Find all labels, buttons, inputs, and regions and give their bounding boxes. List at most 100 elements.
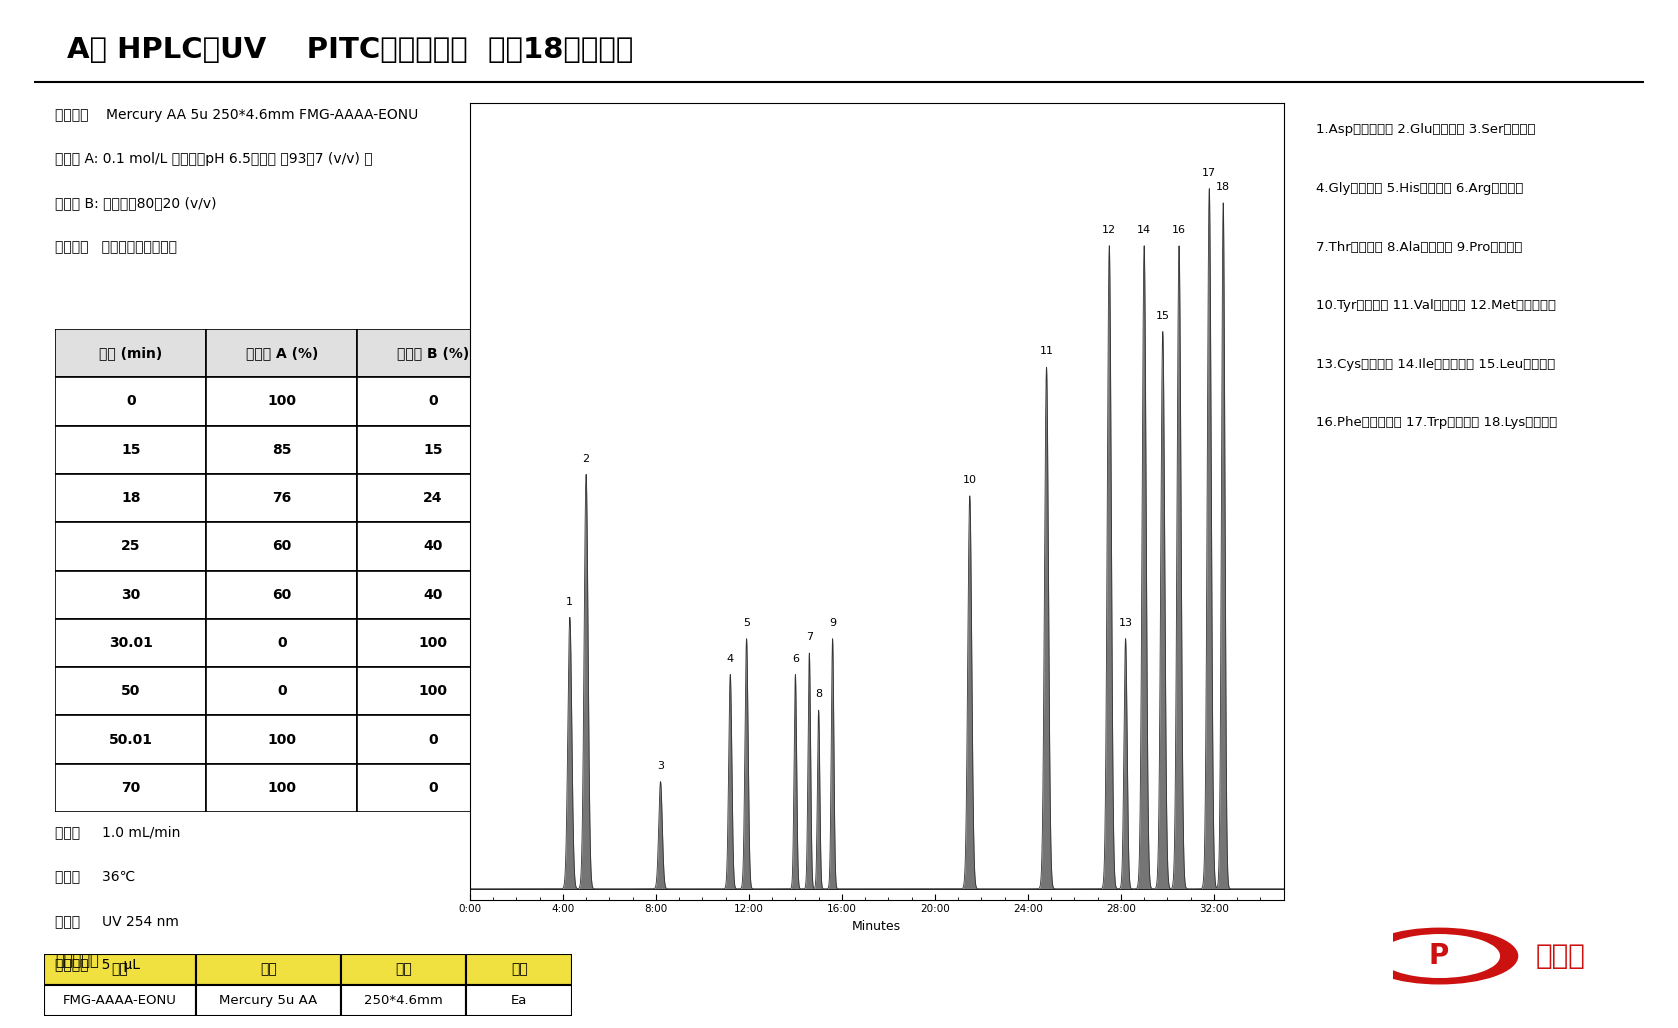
Circle shape <box>1361 928 1517 984</box>
Text: 色谱柱：    Mercury AA 5u 250*4.6mm FMG-AAAA-EONU: 色谱柱： Mercury AA 5u 250*4.6mm FMG-AAAA-EO… <box>55 108 418 122</box>
Text: 60: 60 <box>272 540 292 553</box>
Bar <box>55 474 206 522</box>
Text: 货号: 货号 <box>111 962 128 977</box>
Text: 4: 4 <box>727 654 733 664</box>
Bar <box>357 329 508 377</box>
Text: 规格: 规格 <box>396 962 413 977</box>
Bar <box>55 522 206 571</box>
Text: 100: 100 <box>267 395 297 408</box>
X-axis label: Minutes: Minutes <box>852 920 901 933</box>
Text: 100: 100 <box>267 733 297 746</box>
Text: 流动相：   如下面梯度图所示。: 流动相： 如下面梯度图所示。 <box>55 241 178 255</box>
Bar <box>196 954 341 985</box>
Text: P: P <box>1428 942 1448 970</box>
Text: 100: 100 <box>418 685 448 698</box>
Text: 1.Asp，天冬氨酸 2.Glu，谷氨酸 3.Ser，丝氨酸: 1.Asp，天冬氨酸 2.Glu，谷氨酸 3.Ser，丝氨酸 <box>1316 123 1535 137</box>
Text: 17: 17 <box>1201 168 1217 178</box>
Bar <box>44 985 196 1016</box>
Text: 0: 0 <box>126 395 136 408</box>
Bar <box>357 715 508 764</box>
Bar <box>466 954 572 985</box>
Text: Ea: Ea <box>512 994 527 1006</box>
Bar <box>357 377 508 426</box>
Text: 76: 76 <box>272 491 292 505</box>
Text: 14: 14 <box>1138 225 1151 235</box>
Bar <box>55 329 206 377</box>
Text: 流动相 A (%): 流动相 A (%) <box>245 346 319 360</box>
Text: 4.Gly，甘氨酸 5.His，组氨酸 6.Arg，精氨酸: 4.Gly，甘氨酸 5.His，组氨酸 6.Arg，精氨酸 <box>1316 182 1524 195</box>
Bar <box>357 764 508 812</box>
Text: 70: 70 <box>121 781 141 795</box>
Text: 11: 11 <box>1039 346 1054 357</box>
Text: 3: 3 <box>658 761 664 771</box>
Text: 30: 30 <box>121 588 141 601</box>
Bar <box>44 954 196 985</box>
Bar <box>196 985 341 1016</box>
Text: 进样量：   5   μL: 进样量： 5 μL <box>55 958 141 972</box>
Bar <box>206 571 357 619</box>
Bar <box>55 571 206 619</box>
Bar <box>341 985 466 1016</box>
Text: 0: 0 <box>428 733 438 746</box>
Text: 0: 0 <box>277 636 287 650</box>
Bar <box>206 667 357 715</box>
Bar <box>206 426 357 474</box>
Text: 1: 1 <box>565 596 574 607</box>
Bar <box>55 667 206 715</box>
Bar <box>206 329 357 377</box>
Text: 6: 6 <box>792 654 799 664</box>
Text: 100: 100 <box>267 781 297 795</box>
Text: 流动相 B (%): 流动相 B (%) <box>396 346 470 360</box>
Text: A、 HPLC－UV    PITC衔生分析法  案䌁18种氨基酸: A、 HPLC－UV PITC衔生分析法 案䌁18种氨基酸 <box>67 36 634 64</box>
Text: 30.01: 30.01 <box>109 636 153 650</box>
Text: 9: 9 <box>829 618 836 628</box>
Text: 10.Tyr，酱氨酸 11.Val，缬氨酸 12.Met，甲硫氨酸: 10.Tyr，酱氨酸 11.Val，缬氨酸 12.Met，甲硫氨酸 <box>1316 299 1556 313</box>
Bar <box>357 426 508 474</box>
Wedge shape <box>1379 934 1500 978</box>
Text: 流动相 B: 腺：水＝80：20 (v/v): 流动相 B: 腺：水＝80：20 (v/v) <box>55 196 216 211</box>
Text: 0: 0 <box>277 685 287 698</box>
Bar <box>55 377 206 426</box>
Text: 7.Thr，苏氨酸 8.Ala，丙氨酸 9.Pro，脂氨酸: 7.Thr，苏氨酸 8.Ala，丙氨酸 9.Pro，脂氨酸 <box>1316 241 1522 254</box>
Text: FMG-AAAA-EONU: FMG-AAAA-EONU <box>62 994 176 1006</box>
Bar <box>55 619 206 667</box>
Bar <box>357 571 508 619</box>
Text: 时间 (min): 时间 (min) <box>99 346 163 360</box>
Text: 85: 85 <box>272 443 292 456</box>
Text: 检测：     UV 254 nm: 检测： UV 254 nm <box>55 914 180 928</box>
Text: 包装: 包装 <box>512 962 527 977</box>
Bar <box>206 619 357 667</box>
Text: 2: 2 <box>582 453 589 464</box>
Text: 供货信息：: 供货信息： <box>55 953 99 968</box>
Bar <box>206 522 357 571</box>
Bar <box>466 985 572 1016</box>
Bar <box>357 619 508 667</box>
Text: 10: 10 <box>963 475 977 485</box>
Text: 流动相 A: 0.1 mol/L 醒酸钔，pH 6.5：乙腺 ＝93：7 (v/v) 乙: 流动相 A: 0.1 mol/L 醒酸钔，pH 6.5：乙腺 ＝93：7 (v/… <box>55 152 373 167</box>
Bar <box>55 764 206 812</box>
Text: 7: 7 <box>805 632 812 642</box>
Text: 50.01: 50.01 <box>109 733 153 746</box>
Text: 流速：     1.0 mL/min: 流速： 1.0 mL/min <box>55 825 181 840</box>
Text: 16: 16 <box>1171 225 1186 235</box>
Text: 0: 0 <box>428 395 438 408</box>
Text: 15: 15 <box>121 443 141 456</box>
Text: 8: 8 <box>816 690 822 699</box>
Bar <box>206 715 357 764</box>
Text: 15: 15 <box>423 443 443 456</box>
Text: 24: 24 <box>423 491 443 505</box>
Text: 温度：     36℃: 温度： 36℃ <box>55 870 136 884</box>
Bar <box>206 474 357 522</box>
Bar <box>206 764 357 812</box>
Text: Mercury 5u AA: Mercury 5u AA <box>220 994 317 1006</box>
Text: 5: 5 <box>743 618 750 628</box>
Bar <box>357 474 508 522</box>
Text: 0: 0 <box>428 781 438 795</box>
Text: 12: 12 <box>1102 225 1116 235</box>
Text: 18: 18 <box>121 491 141 505</box>
Bar <box>357 667 508 715</box>
Text: 40: 40 <box>423 540 443 553</box>
Bar <box>55 715 206 764</box>
Text: 100: 100 <box>418 636 448 650</box>
Text: 18: 18 <box>1217 182 1230 192</box>
